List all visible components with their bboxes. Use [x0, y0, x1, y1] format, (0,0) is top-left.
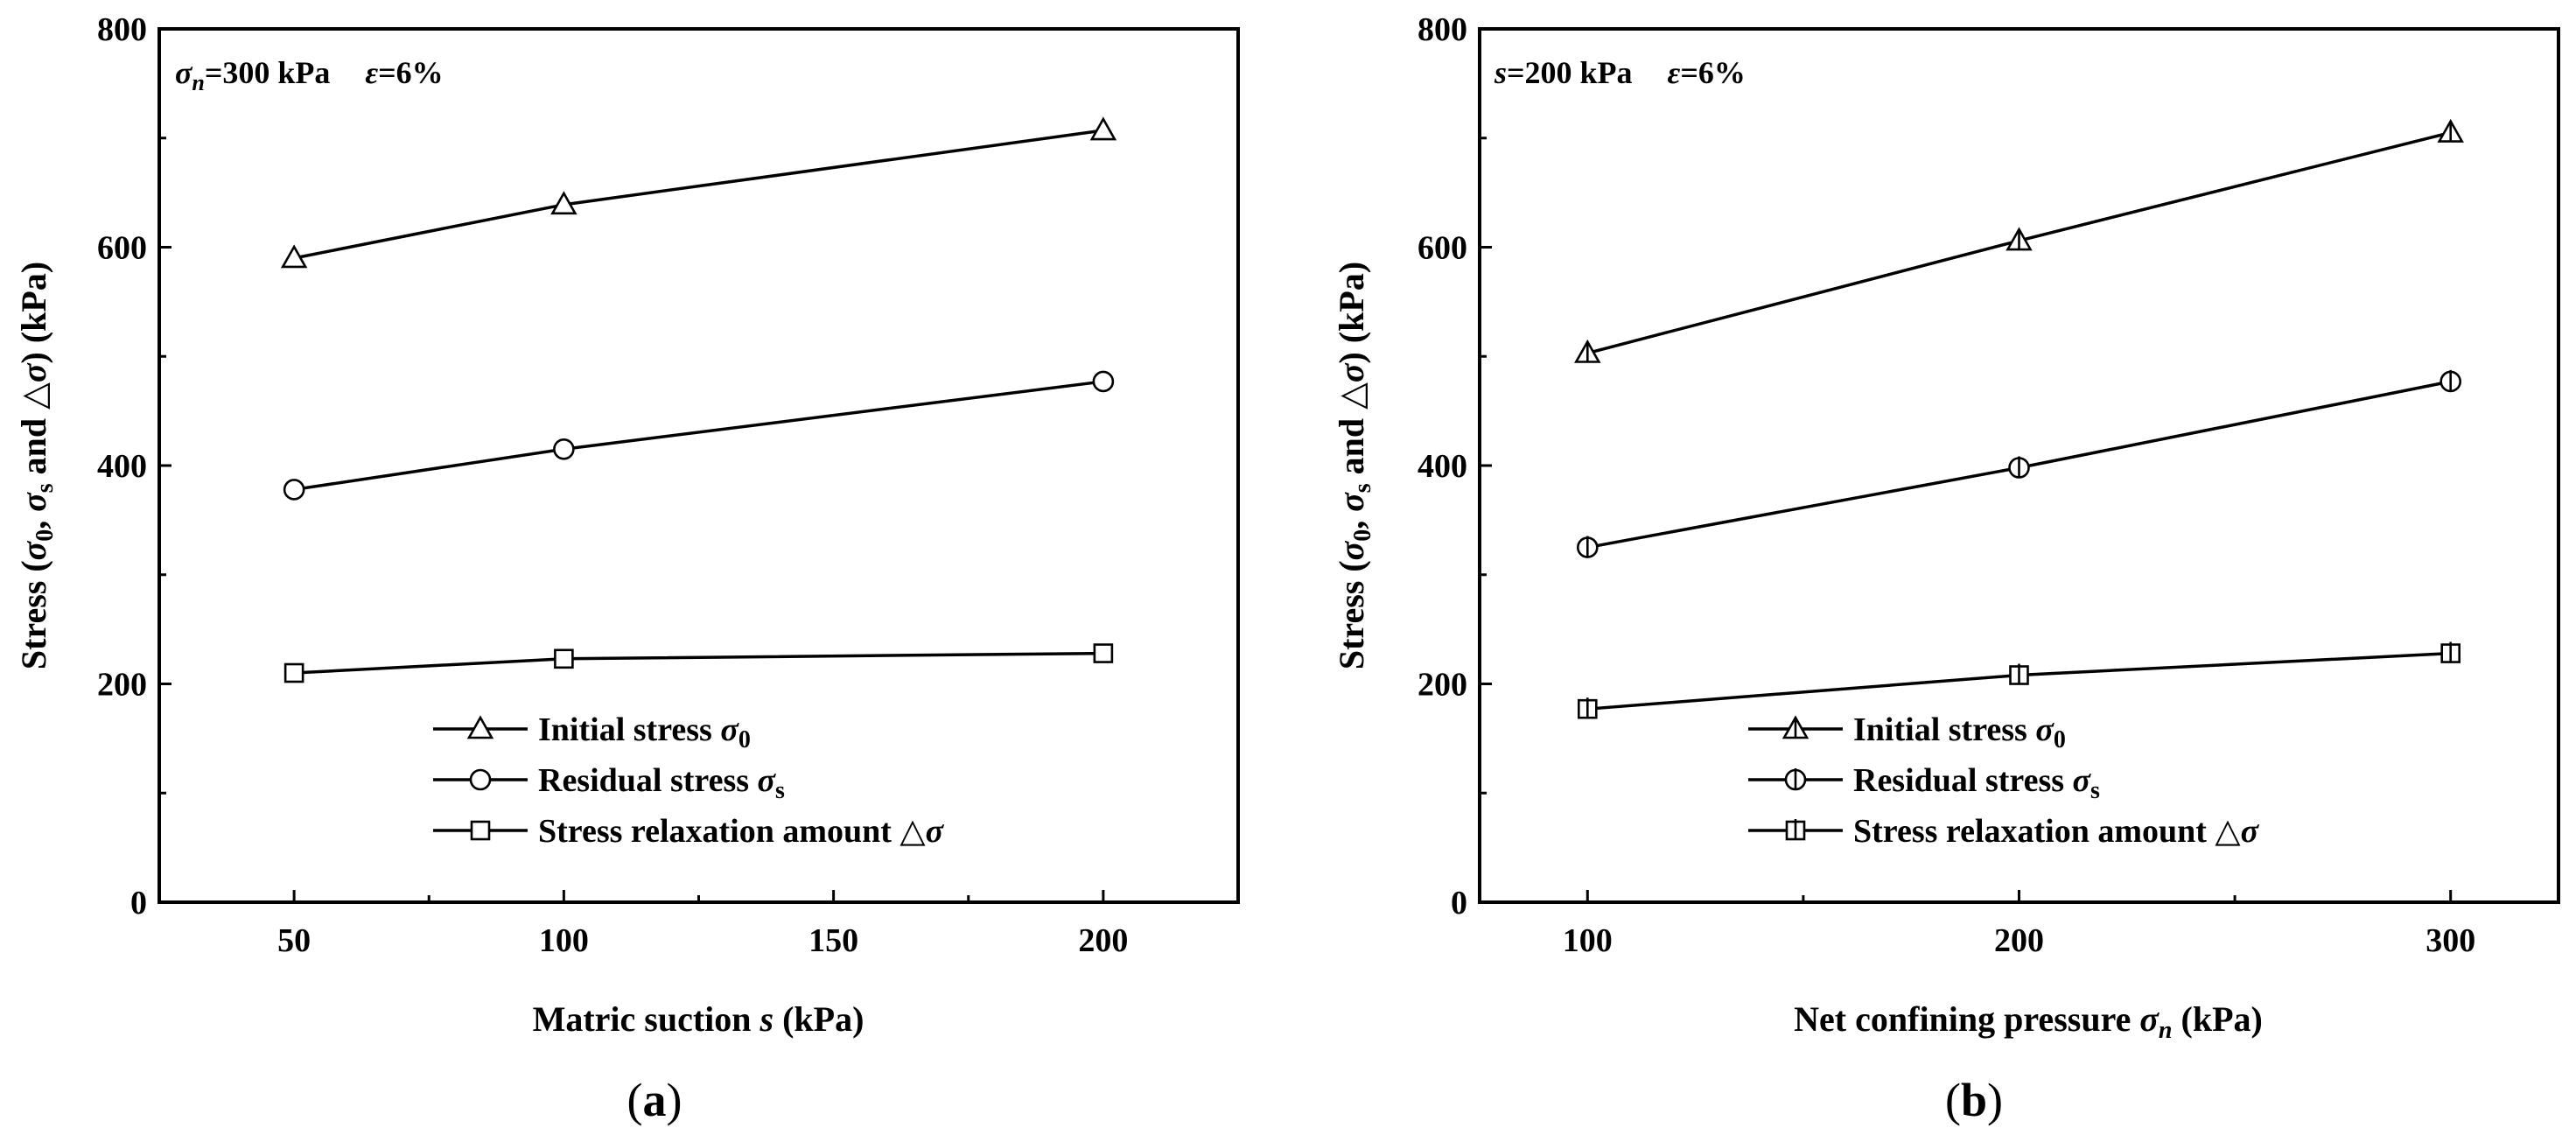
- legend-marker: [1785, 819, 1806, 841]
- x-axis-title-a: Matric suction s (kPa): [533, 999, 864, 1039]
- y-tick-label: 200: [97, 667, 147, 704]
- data-point: [2437, 118, 2464, 143]
- data-point: [2006, 227, 2033, 251]
- legend-marker: [1782, 715, 1810, 739]
- legend-marker: [469, 768, 492, 791]
- chart-panel-b: 0 200 400 600 800 100 200 300 s=200 kPa ε=6% In…: [1332, 11, 2560, 1126]
- data-point: [1092, 370, 1115, 393]
- legend-label: Stress relaxation amount △σ: [538, 813, 945, 850]
- data-point: [550, 191, 578, 215]
- y-tick-label: 0: [1451, 885, 1467, 921]
- annotation-a: σn=300 kPa ε=6%: [175, 55, 444, 95]
- data-point: [284, 662, 304, 683]
- data-point: [1577, 536, 1599, 558]
- x-axis-ticks-a: 50 100 150 200: [277, 890, 1128, 959]
- data-point: [2008, 456, 2030, 479]
- legend-b: Initial stress σ0 Residual stress σs Stres…: [1748, 711, 2260, 850]
- series-line-3: [294, 651, 1103, 675]
- legend-label: Stress relaxation amount △σ: [1853, 813, 2260, 850]
- data-point: [1574, 339, 1601, 363]
- legend-item: Initial stress σ0: [1748, 711, 2066, 753]
- panel-label-b: (b): [1945, 1074, 2003, 1126]
- y-axis-title-b: Stress (σ0, σs and △σ) (kPa): [1332, 262, 1376, 669]
- series-group-a: [280, 116, 1117, 683]
- data-point: [1578, 697, 1598, 719]
- data-point: [1089, 116, 1117, 141]
- series-group-b: [1574, 118, 2464, 719]
- legend-marker: [466, 715, 494, 739]
- legend-label: Residual stress σs: [1853, 762, 2100, 804]
- y-tick-label: 600: [97, 230, 147, 267]
- y-axis-ticks-b: 0 200 400 600 800: [1418, 11, 1492, 921]
- legend-marker: [1784, 768, 1807, 791]
- y-axis-ticks-a: 0 200 400 600 800: [97, 11, 172, 921]
- legend-label: Initial stress σ0: [1853, 711, 2066, 753]
- series-line-2: [293, 380, 1104, 492]
- legend-marker: [470, 820, 491, 841]
- x-tick-label: 100: [539, 922, 589, 959]
- legend-item: Stress relaxation amount △σ: [433, 813, 945, 850]
- y-tick-label: 600: [1418, 230, 1467, 267]
- data-point: [2009, 663, 2029, 685]
- y-tick-label: 0: [130, 885, 147, 921]
- series-line-1: [293, 129, 1104, 260]
- x-tick-label: 300: [2426, 922, 2475, 959]
- x-tick-label: 100: [1563, 922, 1613, 959]
- chart-panel-a: 0 200 400 600 800 50 100 150 200 σn=300 kPa ε=6%…: [14, 11, 1240, 1126]
- data-point: [1093, 643, 1114, 663]
- legend-item: Initial stress σ0: [433, 711, 751, 753]
- x-tick-label: 50: [277, 922, 311, 959]
- y-tick-label: 400: [97, 448, 147, 485]
- x-axis-title-b: Net confining pressure σn (kPa): [1794, 999, 2263, 1044]
- data-point: [283, 479, 305, 501]
- legend-item: Stress relaxation amount △σ: [1748, 813, 2260, 850]
- x-tick-label: 200: [1078, 922, 1128, 959]
- data-point: [280, 244, 308, 269]
- panel-label-a: (a): [627, 1074, 682, 1126]
- legend-label: Initial stress σ0: [538, 711, 751, 753]
- legend-label: Residual stress σs: [538, 762, 785, 804]
- x-tick-label: 200: [1994, 922, 2044, 959]
- data-point: [2440, 641, 2460, 663]
- y-axis-title-a: Stress (σ0, σs and △σ) (kPa): [14, 262, 59, 669]
- legend-item: Residual stress σs: [433, 762, 785, 804]
- legend-item: Residual stress σs: [1748, 762, 2100, 804]
- annotation-b: s=200 kPa ε=6%: [1494, 55, 1746, 90]
- legend-a: Initial stress σ0 Residual stress σs Stres…: [433, 711, 945, 850]
- y-tick-label: 800: [97, 11, 147, 48]
- data-point: [553, 438, 575, 460]
- x-axis-ticks-b: 100 200 300: [1563, 890, 2475, 959]
- data-point: [2440, 369, 2461, 393]
- y-tick-label: 200: [1418, 667, 1467, 704]
- y-tick-label: 800: [1418, 11, 1467, 48]
- x-tick-label: 150: [808, 922, 858, 959]
- data-point: [554, 648, 574, 669]
- y-tick-label: 400: [1418, 448, 1467, 485]
